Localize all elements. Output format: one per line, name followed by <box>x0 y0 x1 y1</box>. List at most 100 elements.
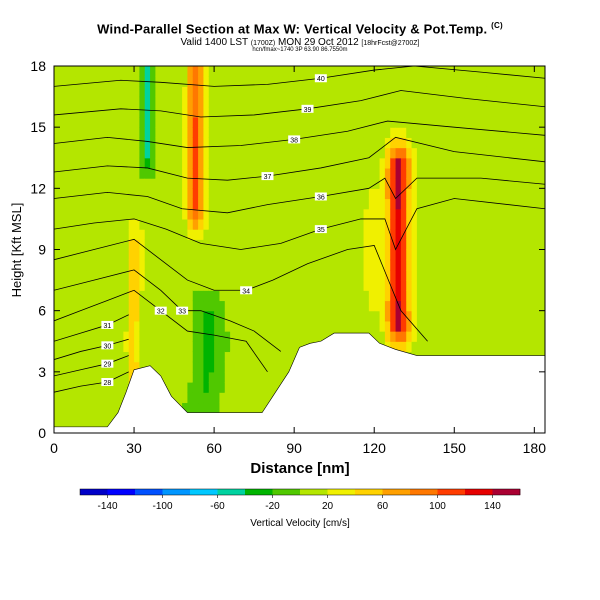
field-cell <box>240 300 247 312</box>
field-cell <box>363 178 370 189</box>
field-cell <box>416 137 423 149</box>
field-cell <box>310 229 317 240</box>
field-cell <box>144 239 151 251</box>
field-cell <box>331 76 338 87</box>
field-cell <box>331 147 338 159</box>
field-cell <box>102 178 108 189</box>
field-cell <box>539 218 545 230</box>
isentrope-label: 31 <box>103 323 111 330</box>
field-cell <box>128 127 135 138</box>
field-cell <box>512 137 519 149</box>
field-cell <box>523 106 530 118</box>
field-cell <box>176 178 183 189</box>
field-cell <box>475 310 482 322</box>
field-cell <box>352 137 359 149</box>
field-cell <box>123 96 130 108</box>
field-cell <box>118 137 124 149</box>
field-cell <box>80 127 87 138</box>
field-cell <box>443 188 450 200</box>
field-cell <box>352 188 359 200</box>
field-cell <box>54 392 60 404</box>
field-cell <box>91 392 98 404</box>
field-cell <box>406 157 413 169</box>
field-cell <box>411 96 418 108</box>
field-cell <box>272 259 279 271</box>
field-cell <box>160 290 167 302</box>
field-cell <box>310 208 317 220</box>
field-cell <box>379 157 386 169</box>
isentrope-line <box>54 120 545 148</box>
field-cell <box>176 371 183 383</box>
field-cell <box>182 320 189 332</box>
field-cell <box>448 198 455 210</box>
field-cell <box>262 371 269 383</box>
field-cell <box>70 167 76 179</box>
field-cell <box>400 86 407 98</box>
field-cell <box>166 218 173 230</box>
field-cell <box>496 76 503 87</box>
field-cell <box>230 208 237 220</box>
field-cell <box>192 382 199 393</box>
field-cell <box>299 208 306 220</box>
field-cell <box>454 106 461 118</box>
field-cell <box>102 249 108 261</box>
field-cell <box>171 310 178 322</box>
field-cell <box>480 341 487 353</box>
field-cell <box>539 157 545 169</box>
field-cell <box>59 402 66 414</box>
field-cell <box>491 249 498 261</box>
field-cell <box>486 300 493 312</box>
field-cell <box>507 290 514 302</box>
field-cell <box>304 300 311 312</box>
field-cell <box>80 76 87 87</box>
field-cell <box>272 300 279 312</box>
field-cell <box>390 96 397 108</box>
field-cell <box>347 269 354 281</box>
field-cell <box>459 320 466 332</box>
field-cell <box>171 290 178 302</box>
field-cell <box>198 157 205 169</box>
field-cell <box>539 269 545 281</box>
field-cell <box>395 239 402 251</box>
field-cell <box>230 116 237 128</box>
field-cell <box>91 86 98 98</box>
field-cell <box>464 178 471 189</box>
field-cell <box>144 96 151 108</box>
field-cell <box>235 229 242 240</box>
field-cell <box>534 96 541 108</box>
field-cell <box>534 269 541 281</box>
field-cell <box>416 127 423 138</box>
colorbar-bin <box>327 489 356 495</box>
field-cell <box>368 239 375 251</box>
field-cell <box>230 300 237 312</box>
field-cell <box>342 310 349 322</box>
field-cell <box>107 106 114 118</box>
field-cell <box>507 341 514 353</box>
field-cell <box>448 331 455 342</box>
field-cell <box>288 331 295 342</box>
field-cell <box>502 208 509 220</box>
field-cell <box>96 127 103 138</box>
field-cell <box>470 157 477 169</box>
field-cell <box>75 382 82 393</box>
field-cell <box>523 127 530 138</box>
field-cell <box>310 320 317 332</box>
field-cell <box>358 76 365 87</box>
field-cell <box>144 351 151 363</box>
field-cell <box>390 290 397 302</box>
field-cell <box>539 249 545 261</box>
field-cell <box>208 106 215 118</box>
field-cell <box>320 147 327 159</box>
field-cell <box>192 208 199 220</box>
field-cell <box>176 310 183 322</box>
field-cell <box>443 137 450 149</box>
field-cell <box>512 66 519 77</box>
field-cell <box>187 157 194 169</box>
field-cell <box>352 147 359 159</box>
field-cell <box>416 157 423 169</box>
field-cell <box>539 341 545 353</box>
y-tick-label: 15 <box>30 119 46 135</box>
field-cell <box>272 371 279 383</box>
field-cell <box>54 188 60 200</box>
field-cell <box>432 127 439 138</box>
